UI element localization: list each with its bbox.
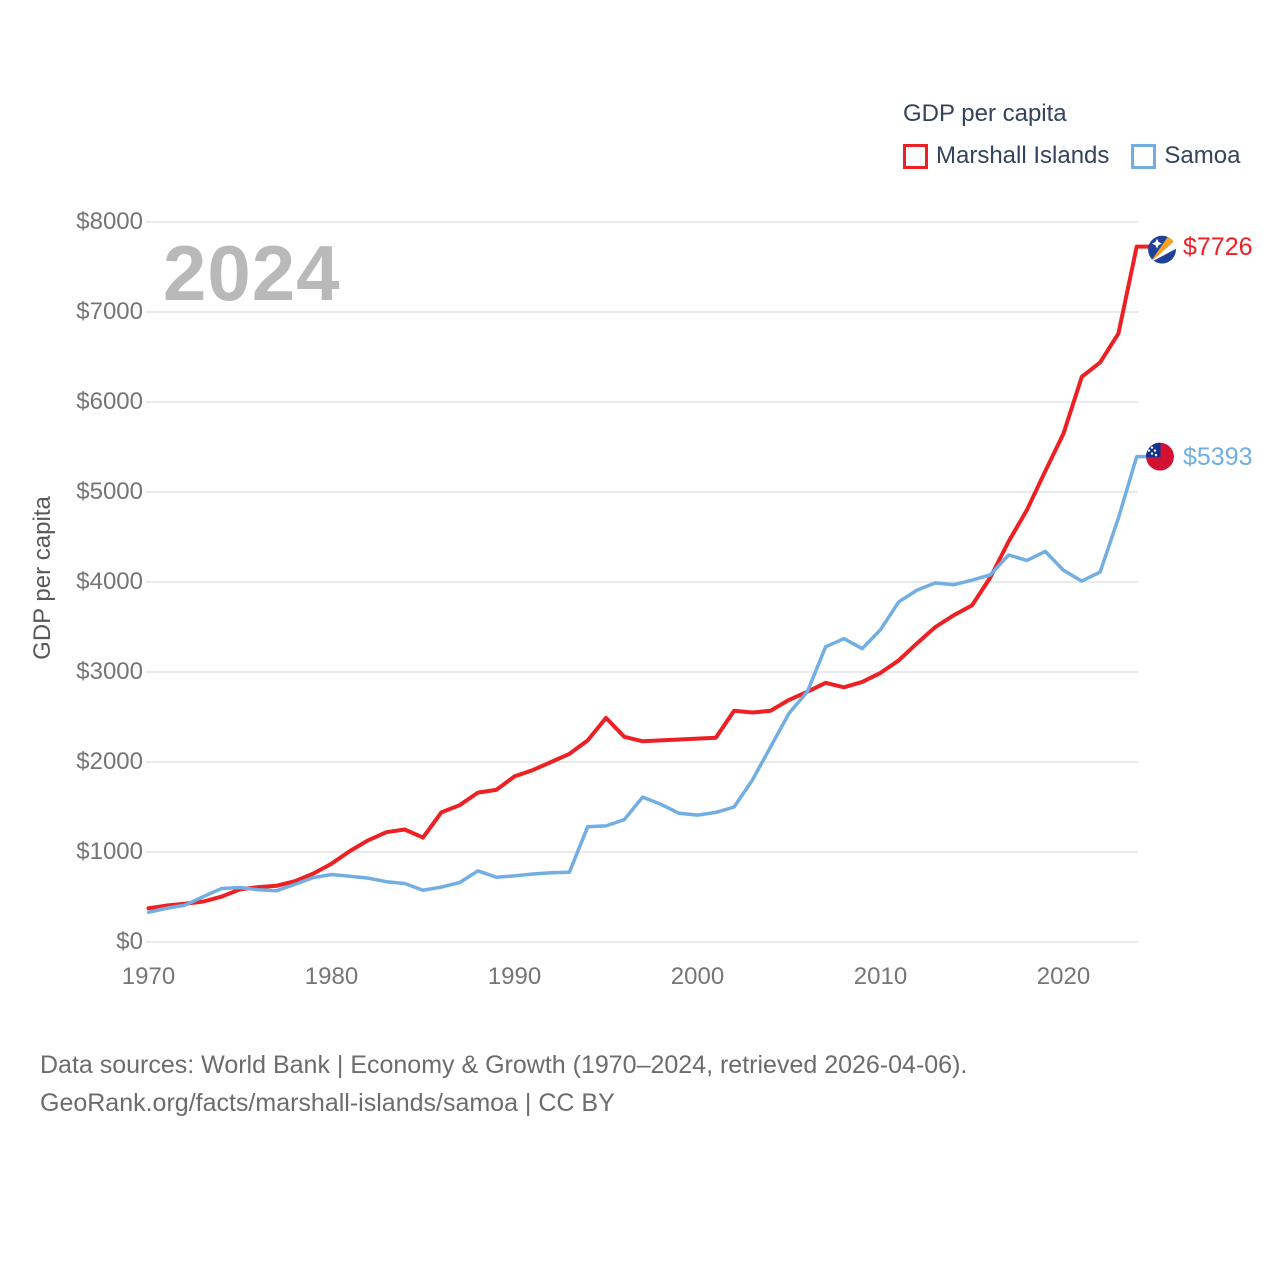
y-tick-label: $2000 [76, 748, 143, 775]
footer-sources: Data sources: World Bank | Economy & Gro… [40, 1051, 968, 1079]
y-tick-label: $3000 [76, 658, 143, 685]
samoa-swatch-icon [1131, 143, 1157, 169]
marshall-islands-flag-icon [1148, 235, 1176, 264]
legend-title: GDP per capita [903, 100, 1067, 127]
y-tick-label: $1000 [76, 838, 143, 865]
x-tick-label: 2020 [1036, 963, 1091, 990]
footer-attribution: GeoRank.org/facts/marshall-islands/samoa… [40, 1089, 615, 1117]
series-line-samoa [146, 454, 1150, 915]
samoa-flag-icon [1146, 442, 1174, 471]
y-tick-label: $7000 [76, 298, 143, 325]
legend-label: Marshall Islands [936, 142, 1110, 169]
watermark-year: 2024 [163, 229, 341, 317]
series-line-marshall_islands [146, 244, 1150, 911]
legend-label: Samoa [1164, 142, 1241, 169]
samoa-end-label: $5393 [1183, 442, 1253, 471]
x-tick-label: 1990 [487, 963, 542, 990]
y-tick-label: $6000 [76, 388, 143, 415]
y-tick-label: $4000 [76, 568, 143, 595]
y-tick-label: $5000 [76, 478, 143, 505]
marshall-islands-end-label: $7726 [1183, 232, 1253, 261]
x-tick-label: 1970 [121, 963, 176, 990]
y-tick-label: $8000 [76, 208, 143, 235]
x-tick-label: 2000 [670, 963, 725, 990]
x-tick-label: 2010 [853, 963, 908, 990]
legend-item-samoa: Samoa [1131, 142, 1240, 170]
x-tick-label: 1980 [304, 963, 359, 990]
legend-items: Marshall Islands Samoa [903, 142, 1240, 170]
y-tick-label: $0 [116, 928, 143, 955]
legend: GDP per capita Marshall Islands Samoa [903, 100, 1240, 170]
legend-item-marshall-islands: Marshall Islands [903, 142, 1109, 170]
marshall-islands-swatch-icon [903, 143, 928, 169]
